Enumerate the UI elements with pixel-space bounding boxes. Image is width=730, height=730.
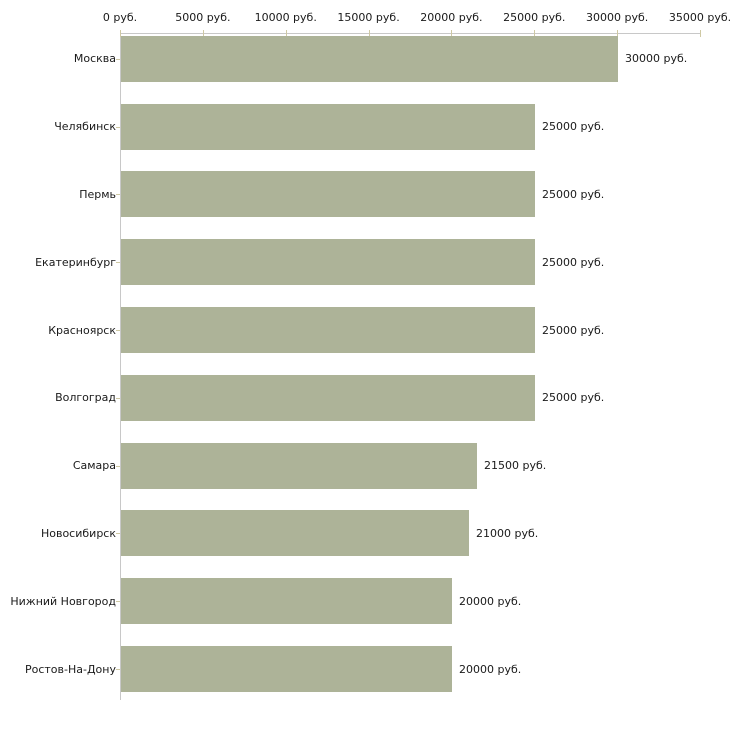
x-tick-label: 30000 руб. — [586, 11, 649, 24]
bar-row: Волгоград 25000 руб. — [0, 364, 730, 432]
bar — [121, 374, 535, 421]
x-tick-mark — [534, 30, 536, 37]
bar — [121, 510, 469, 557]
category-label: Москва — [0, 25, 120, 93]
bar — [121, 239, 535, 286]
value-label: 25000 руб. — [542, 255, 605, 269]
bar — [121, 646, 452, 693]
x-tick-label: 25000 руб. — [503, 11, 566, 24]
x-tick-mark — [285, 30, 287, 37]
y-axis-line — [120, 33, 121, 700]
x-tick-mark — [202, 30, 204, 37]
bar-row: Челябинск 25000 руб. — [0, 93, 730, 161]
value-label: 21000 руб. — [476, 526, 539, 540]
x-tick-label: 20000 руб. — [420, 11, 483, 24]
value-label: 25000 руб. — [542, 120, 605, 134]
bar — [121, 578, 452, 625]
category-label: Пермь — [0, 161, 120, 229]
x-tick-label: 0 руб. — [102, 11, 138, 24]
value-label: 20000 руб. — [459, 594, 522, 608]
x-axis-line — [120, 33, 700, 34]
category-label: Новосибирск — [0, 500, 120, 568]
x-tick-label: 5000 руб. — [175, 11, 231, 24]
x-tick-mark — [700, 30, 701, 37]
category-tick-mark — [116, 669, 120, 671]
x-tick-mark — [368, 30, 370, 37]
category-tick-mark — [116, 194, 120, 196]
category-label: Нижний Новгород — [0, 567, 120, 635]
bar — [121, 103, 535, 150]
bar-row: Пермь 25000 руб. — [0, 161, 730, 229]
value-label: 25000 руб. — [542, 187, 605, 201]
category-tick-mark — [116, 465, 120, 467]
category-tick-mark — [116, 126, 120, 128]
chart-rows: Москва 30000 руб. Челябинск 25000 руб. Пермь… — [0, 25, 730, 703]
x-tick-label: 10000 руб. — [254, 11, 317, 24]
category-tick-mark — [116, 601, 120, 603]
category-tick-mark — [116, 262, 120, 264]
value-label: 25000 руб. — [542, 391, 605, 405]
x-tick-mark — [120, 30, 121, 37]
bar-row: Самара 21500 руб. — [0, 432, 730, 500]
bar-row: Ростов-На-Дону 20000 руб. — [0, 635, 730, 703]
category-label: Красноярск — [0, 296, 120, 364]
category-label: Волгоград — [0, 364, 120, 432]
category-tick-mark — [116, 330, 120, 332]
value-label: 21500 руб. — [484, 459, 547, 473]
category-label: Ростов-На-Дону — [0, 635, 120, 703]
x-tick-mark — [617, 30, 619, 37]
category-label: Челябинск — [0, 93, 120, 161]
bar — [121, 171, 535, 218]
value-label: 30000 руб. — [625, 52, 688, 66]
value-label: 25000 руб. — [542, 323, 605, 337]
bar-row: Новосибирск 21000 руб. — [0, 500, 730, 568]
value-label: 20000 руб. — [459, 662, 522, 676]
category-tick-mark — [116, 58, 120, 60]
category-tick-mark — [116, 533, 120, 535]
bar — [121, 307, 535, 354]
bar — [121, 442, 477, 489]
bar-row: Красноярск 25000 руб. — [0, 296, 730, 364]
x-tick-label: 35000 руб. — [668, 11, 730, 24]
category-tick-mark — [116, 397, 120, 399]
bar-row: Екатеринбург 25000 руб. — [0, 228, 730, 296]
category-label: Самара — [0, 432, 120, 500]
x-tick-mark — [451, 30, 453, 37]
bar-row: Москва 30000 руб. — [0, 25, 730, 93]
x-tick-label: 15000 руб. — [337, 11, 400, 24]
category-label: Екатеринбург — [0, 228, 120, 296]
bar-row: Нижний Новгород 20000 руб. — [0, 567, 730, 635]
bar — [121, 35, 618, 82]
